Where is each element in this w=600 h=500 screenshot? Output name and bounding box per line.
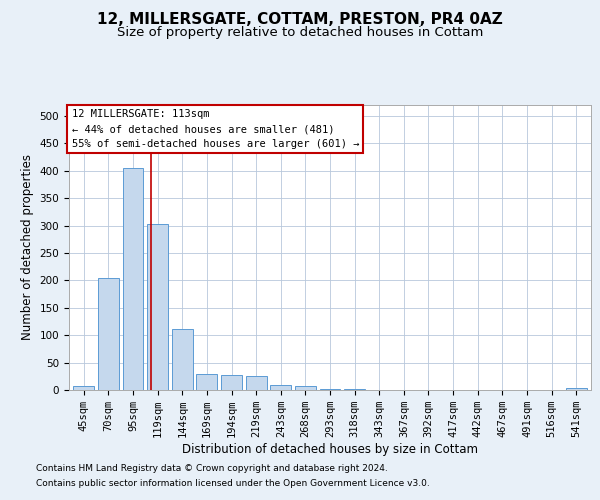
Bar xyxy=(566,388,587,390)
Bar xyxy=(172,328,193,390)
Text: 12 MILLERSGATE: 113sqm
← 44% of detached houses are smaller (481)
55% of semi-de: 12 MILLERSGATE: 113sqm ← 44% of detached… xyxy=(71,110,359,149)
Y-axis label: Number of detached properties: Number of detached properties xyxy=(21,154,34,340)
Text: Size of property relative to detached houses in Cottam: Size of property relative to detached ho… xyxy=(117,26,483,39)
X-axis label: Distribution of detached houses by size in Cottam: Distribution of detached houses by size … xyxy=(182,443,478,456)
Bar xyxy=(270,385,291,390)
Text: 12, MILLERSGATE, COTTAM, PRESTON, PR4 0AZ: 12, MILLERSGATE, COTTAM, PRESTON, PR4 0A… xyxy=(97,12,503,28)
Text: Contains HM Land Registry data © Crown copyright and database right 2024.: Contains HM Land Registry data © Crown c… xyxy=(36,464,388,473)
Bar xyxy=(98,278,119,390)
Bar xyxy=(196,374,217,390)
Bar xyxy=(122,168,143,390)
Bar xyxy=(295,386,316,390)
Bar xyxy=(73,386,94,390)
Bar xyxy=(245,376,266,390)
Text: Contains public sector information licensed under the Open Government Licence v3: Contains public sector information licen… xyxy=(36,479,430,488)
Bar xyxy=(147,224,168,390)
Bar xyxy=(320,389,340,390)
Bar xyxy=(221,374,242,390)
